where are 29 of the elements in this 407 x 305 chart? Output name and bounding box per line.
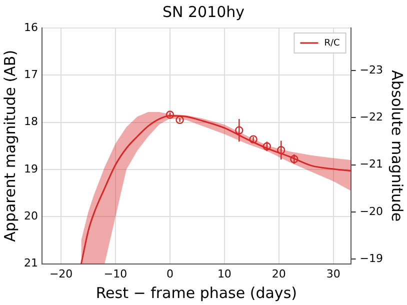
point xyxy=(276,146,286,154)
y-tick-label: 16 xyxy=(24,20,38,34)
y2-tick-label: −20 xyxy=(360,204,384,218)
point xyxy=(262,142,272,150)
point xyxy=(176,116,184,124)
point xyxy=(166,110,174,119)
point xyxy=(290,155,298,164)
point xyxy=(235,126,244,134)
x-tick-label: 30 xyxy=(326,267,340,280)
y-tick-label: 19 xyxy=(24,162,38,176)
x-tick-label: −10 xyxy=(104,267,128,280)
point xyxy=(249,135,258,144)
y-tick-label: 21 xyxy=(24,256,38,270)
y2-tick-label: −19 xyxy=(360,252,384,265)
chart-title: SN 2010hy xyxy=(162,2,245,21)
x-axis-title: Rest − frame phase (days) xyxy=(96,284,297,302)
x-tick-label: 0 xyxy=(166,267,174,280)
y-tick-label: 17 xyxy=(24,68,38,82)
y-tick-label: 18 xyxy=(24,115,38,128)
legend-label: R/C xyxy=(324,38,340,48)
x-tick-label: 20 xyxy=(272,267,286,280)
y-axis-title: Apparent magnitude (AB) xyxy=(0,50,19,242)
x-tick-label: 10 xyxy=(217,267,232,280)
y-tick-label: 20 xyxy=(24,210,38,222)
y2-axis-title: Absolute magnitude xyxy=(388,70,406,222)
y2-tick-label: −23 xyxy=(360,63,384,76)
y2-tick-label: −21 xyxy=(360,158,384,171)
x-tick-label: −20 xyxy=(49,267,73,280)
y2-tick-label: −22 xyxy=(360,110,384,124)
